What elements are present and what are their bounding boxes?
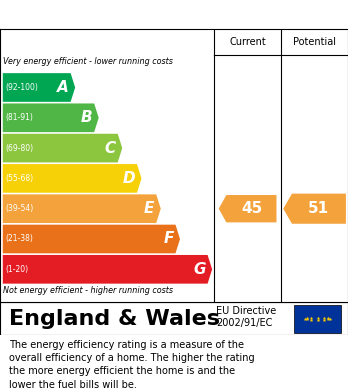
Polygon shape	[3, 134, 122, 162]
Polygon shape	[3, 225, 180, 253]
Polygon shape	[3, 255, 212, 283]
Text: G: G	[193, 262, 206, 277]
Text: (39-54): (39-54)	[6, 204, 34, 213]
Text: Energy Efficiency Rating: Energy Efficiency Rating	[9, 7, 211, 22]
Polygon shape	[283, 194, 346, 224]
Polygon shape	[219, 195, 276, 222]
Polygon shape	[3, 73, 75, 102]
Text: 45: 45	[241, 201, 262, 216]
Bar	[294, 305, 341, 333]
Polygon shape	[3, 194, 161, 223]
Text: Current: Current	[229, 36, 266, 47]
Text: D: D	[122, 171, 135, 186]
Text: (81-91): (81-91)	[6, 113, 33, 122]
Text: 51: 51	[308, 201, 329, 216]
Text: (55-68): (55-68)	[6, 174, 34, 183]
Text: Not energy efficient - higher running costs: Not energy efficient - higher running co…	[3, 286, 174, 295]
Text: A: A	[57, 80, 69, 95]
Text: F: F	[163, 231, 174, 246]
Text: Potential: Potential	[293, 36, 336, 47]
Text: Very energy efficient - lower running costs: Very energy efficient - lower running co…	[3, 57, 173, 66]
Polygon shape	[3, 164, 142, 193]
Text: (69-80): (69-80)	[6, 143, 34, 152]
Text: The energy efficiency rating is a measure of the
overall efficiency of a home. T: The energy efficiency rating is a measur…	[9, 340, 254, 389]
Text: B: B	[81, 110, 93, 125]
Text: E: E	[144, 201, 155, 216]
Text: (21-38): (21-38)	[6, 235, 33, 244]
Text: (1-20): (1-20)	[6, 265, 29, 274]
Text: (92-100): (92-100)	[6, 83, 38, 92]
Text: England & Wales: England & Wales	[9, 309, 220, 329]
Polygon shape	[3, 104, 99, 132]
Text: C: C	[105, 141, 116, 156]
Text: EU Directive
2002/91/EC: EU Directive 2002/91/EC	[216, 307, 276, 328]
